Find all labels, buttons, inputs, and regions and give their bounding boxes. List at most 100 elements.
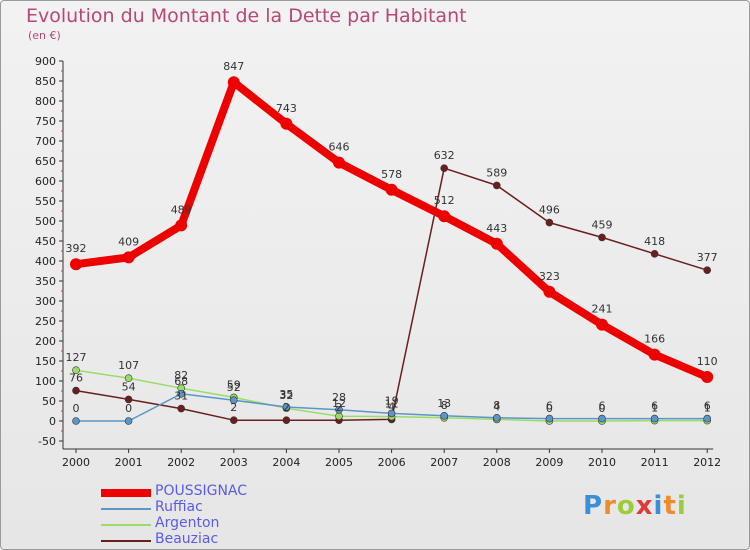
y-tick-label: 50 — [42, 395, 56, 408]
y-tick-label: 250 — [35, 315, 56, 328]
data-point — [124, 417, 133, 425]
y-tick-label: 350 — [35, 275, 56, 288]
data-point — [282, 416, 291, 425]
data-point — [72, 386, 80, 395]
data-label: 2 — [283, 401, 290, 414]
legend-label: Argenton — [155, 515, 220, 531]
x-tick-label: 2004 — [272, 456, 300, 469]
data-point — [598, 233, 606, 242]
data-point — [280, 117, 293, 130]
y-tick-label: 650 — [35, 155, 56, 168]
data-point — [177, 389, 185, 398]
data-label: 54 — [122, 380, 136, 393]
data-point — [703, 414, 712, 423]
data-label: 589 — [486, 166, 507, 179]
data-label: 31 — [174, 390, 188, 403]
series-line-poussignac — [72, 78, 712, 381]
data-label: 11 — [385, 398, 399, 411]
chart-title: Evolution du Montant de la Dette par Hab… — [26, 5, 467, 27]
data-label: 496 — [539, 204, 560, 217]
data-point — [703, 266, 712, 275]
data-label: 68 — [174, 375, 188, 388]
data-label: 1 — [651, 402, 658, 415]
data-label: 59 — [227, 378, 241, 391]
data-point — [122, 251, 135, 264]
data-point — [648, 348, 661, 361]
legend-label: Beauziac — [155, 531, 219, 547]
x-tick-label: 2012 — [693, 456, 721, 469]
data-label: 418 — [644, 235, 665, 248]
y-tick-label: 850 — [35, 75, 56, 88]
y-tick-label: 300 — [35, 295, 56, 308]
y-tick-label: 200 — [35, 335, 56, 348]
x-tick-label: 2006 — [378, 456, 406, 469]
data-label: 377 — [697, 251, 718, 264]
data-label: 107 — [118, 359, 139, 372]
legend-label: Ruffiac — [155, 499, 203, 515]
y-tick-label: 800 — [35, 95, 56, 108]
data-point — [177, 404, 185, 413]
x-tick-label: 2000 — [62, 456, 90, 469]
data-point — [124, 395, 133, 404]
data-label: 4 — [493, 400, 500, 413]
data-label: 8 — [493, 399, 500, 412]
data-point — [124, 374, 133, 383]
logo-letter: t — [663, 491, 677, 521]
data-label: 6 — [704, 400, 711, 413]
data-label: 632 — [434, 149, 455, 162]
data-point — [438, 210, 451, 223]
data-point — [227, 76, 240, 89]
logo-letter: i — [676, 491, 687, 521]
y-tick-label: 500 — [35, 215, 56, 228]
logo-letter: x — [635, 491, 654, 521]
x-tick-label: 2001 — [115, 456, 143, 469]
x-tick-label: 2007 — [430, 456, 458, 469]
data-label: 241 — [592, 303, 613, 316]
data-label: 13 — [437, 397, 451, 410]
data-point — [282, 403, 291, 411]
y-tick-label: 450 — [35, 235, 56, 248]
data-label: 409 — [118, 235, 139, 248]
data-point — [440, 164, 449, 172]
y-tick-label: 100 — [35, 375, 56, 388]
y-tick-label: 600 — [35, 175, 56, 188]
data-point — [650, 414, 659, 423]
x-tick-label: 2009 — [535, 456, 563, 469]
x-tick-label: 2003 — [220, 456, 248, 469]
data-point — [72, 366, 80, 375]
data-label: 19 — [385, 394, 399, 407]
legend-swatch — [101, 508, 151, 510]
y-tick-label: 750 — [35, 115, 56, 128]
data-label: 0 — [125, 402, 132, 415]
data-label: 35 — [279, 388, 293, 401]
data-label: 489 — [171, 203, 192, 216]
chart-subtitle: (en €) — [28, 29, 61, 42]
data-point — [333, 156, 345, 169]
data-point — [492, 181, 501, 190]
data-label: 2 — [230, 401, 237, 414]
logo-letter: P — [583, 491, 604, 521]
legend-swatch — [101, 540, 151, 542]
data-label: 0 — [546, 402, 553, 415]
data-point — [492, 413, 501, 422]
legend-swatch — [101, 489, 151, 497]
data-point — [596, 318, 608, 331]
data-point — [387, 409, 396, 418]
x-tick-label: 2010 — [588, 456, 616, 469]
data-label: 4 — [388, 400, 395, 413]
data-point — [545, 414, 554, 423]
data-label: 0 — [599, 402, 606, 415]
data-label: 847 — [223, 60, 244, 73]
data-label: 127 — [66, 351, 87, 364]
data-point — [545, 218, 554, 227]
data-label: 512 — [434, 194, 455, 207]
data-point — [543, 285, 556, 298]
y-tick-label: 700 — [35, 135, 56, 148]
data-label: 32 — [279, 389, 293, 402]
data-point — [335, 405, 343, 414]
data-point — [70, 258, 82, 271]
y-tick-label: -50 — [38, 435, 56, 448]
y-tick-label: 0 — [49, 415, 56, 428]
logo-letter: r — [603, 491, 617, 521]
